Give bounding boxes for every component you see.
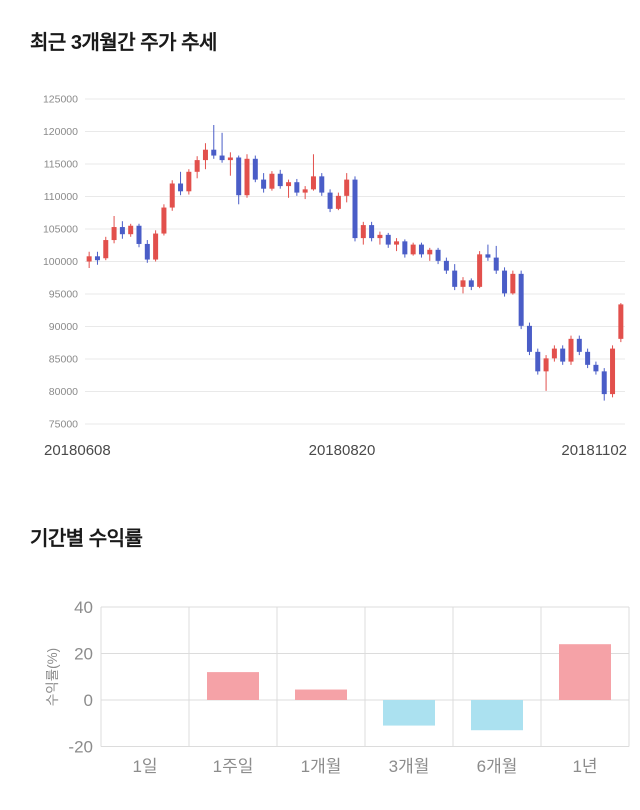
returns-bar-chart: 40 20 0 -20 1일 1주일 1개월 3개월 6개월 1년 수익률(%) xyxy=(45,598,630,776)
svg-text:1개월: 1개월 xyxy=(301,757,342,776)
svg-text:115000: 115000 xyxy=(44,159,78,171)
svg-text:120000: 120000 xyxy=(43,126,78,138)
svg-text:1년: 1년 xyxy=(572,757,597,776)
svg-text:95000: 95000 xyxy=(49,289,78,301)
price-candlestick-chart: 125000 120000 115000 110000 105000 100000 9500… xyxy=(43,94,627,460)
svg-text:20180820: 20180820 xyxy=(309,442,376,459)
svg-text:6개월: 6개월 xyxy=(477,757,518,776)
svg-text:수익률(%): 수익률(%) xyxy=(45,648,60,706)
svg-text:125000: 125000 xyxy=(43,94,78,106)
svg-text:20: 20 xyxy=(74,645,93,664)
svg-text:100000: 100000 xyxy=(43,256,78,268)
svg-text:3개월: 3개월 xyxy=(389,757,430,776)
svg-text:80000: 80000 xyxy=(49,386,78,398)
svg-text:90000: 90000 xyxy=(49,321,78,333)
svg-text:1주일: 1주일 xyxy=(213,757,254,776)
svg-text:105000: 105000 xyxy=(43,224,78,236)
price-chart-title: 최근 3개월간 주가 추세 xyxy=(30,32,217,54)
svg-text:0: 0 xyxy=(84,691,93,710)
svg-text:-20: -20 xyxy=(68,738,93,757)
svg-text:110000: 110000 xyxy=(44,191,78,203)
svg-text:20180608: 20180608 xyxy=(44,442,111,459)
svg-text:40: 40 xyxy=(74,598,93,617)
svg-text:1일: 1일 xyxy=(132,757,157,776)
svg-text:85000: 85000 xyxy=(49,354,78,366)
returns-chart-title: 기간별 수익률 xyxy=(30,528,143,550)
svg-text:20181102: 20181102 xyxy=(561,442,627,459)
svg-text:75000: 75000 xyxy=(49,419,78,431)
